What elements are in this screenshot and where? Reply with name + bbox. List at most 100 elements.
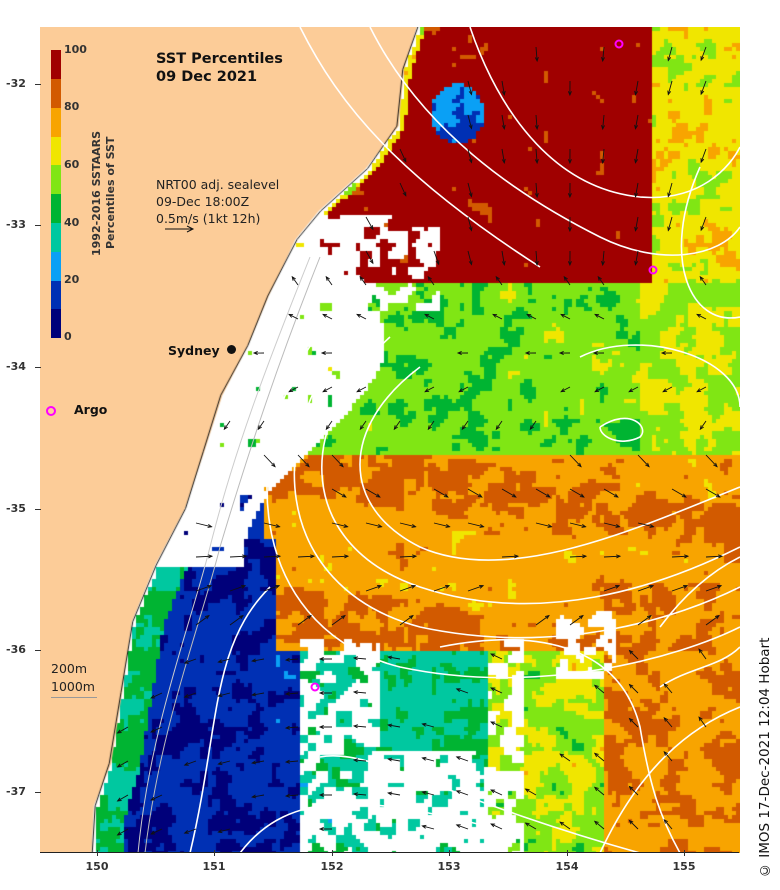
current-arrow: [286, 794, 299, 797]
current-arrow-head: [634, 192, 639, 198]
current-arrow-head: [567, 261, 572, 267]
current-arrow-head: [387, 655, 393, 660]
current-arrow-head: [613, 493, 619, 498]
current-arrow: [229, 585, 246, 592]
current-arrow-head: [628, 785, 634, 791]
current-arrow: [529, 420, 537, 430]
current-arrow: [117, 794, 129, 802]
current-arrow-head: [663, 716, 669, 722]
current-arrow-head: [713, 462, 718, 468]
current-arrow-head: [593, 752, 599, 758]
current-arrow-head: [251, 794, 257, 799]
current-arrow: [594, 386, 605, 393]
current-arrow-head: [468, 260, 473, 266]
current-arrow-head: [341, 493, 347, 498]
title-date: 09 Dec 2021: [156, 69, 258, 85]
sealevel-contour: [469, 27, 740, 199]
current-arrow-head: [578, 614, 584, 620]
current-arrow-head: [601, 158, 605, 165]
current-arrow-head: [628, 649, 634, 655]
current-arrow-head: [377, 584, 383, 589]
current-arrow: [635, 182, 639, 197]
argo-float-icon: [310, 682, 320, 692]
sealevel-contour: [680, 166, 740, 319]
current-arrow: [569, 522, 586, 528]
current-arrow: [667, 216, 673, 231]
current-arrow: [559, 821, 571, 830]
current-arrow: [365, 216, 374, 230]
current-arrow: [671, 585, 688, 592]
current-arrow-head: [667, 226, 672, 232]
current-arrow: [223, 420, 231, 430]
current-arrow-head: [421, 756, 427, 761]
current-arrow: [331, 555, 349, 558]
current-arrow: [594, 786, 605, 796]
current-arrow-head: [696, 388, 702, 393]
current-arrow: [354, 657, 367, 660]
current-arrow: [461, 420, 469, 430]
current-arrow: [535, 250, 538, 265]
current-arrow-head: [288, 388, 294, 393]
current-arrow-head: [352, 656, 358, 661]
current-arrow: [257, 420, 265, 430]
current-arrow-head: [352, 724, 358, 729]
current-arrow-head: [257, 425, 262, 431]
current-arrow: [535, 615, 550, 626]
current-arrow-head: [592, 351, 598, 356]
current-arrow-head: [579, 493, 585, 498]
current-arrow: [559, 753, 571, 762]
colorbar-segment: [51, 194, 61, 223]
current-arrow-head: [455, 756, 461, 760]
current-arrow: [399, 182, 407, 196]
current-arrow-head: [251, 658, 257, 663]
current-arrow-head: [501, 158, 506, 164]
current-arrow: [637, 454, 650, 467]
current-arrow: [297, 555, 315, 558]
current-arrow: [535, 182, 538, 197]
current-arrow-head: [344, 554, 350, 559]
current-arrow: [184, 828, 197, 834]
current-arrow-head: [284, 691, 290, 696]
current-arrow: [671, 488, 687, 498]
current-arrow: [637, 615, 652, 626]
current-arrow: [699, 420, 707, 430]
current-arrow-head: [534, 193, 539, 199]
current-arrow: [597, 276, 605, 286]
current-arrow-head: [183, 660, 189, 664]
current-arrow: [629, 820, 639, 830]
current-arrow: [218, 692, 231, 697]
current-arrow-head: [468, 90, 473, 96]
current-arrow-head: [288, 313, 294, 318]
current-arrow: [663, 717, 673, 728]
colorbar-label: 60: [64, 158, 80, 171]
current-arrow: [263, 454, 276, 467]
current-arrow: [467, 522, 484, 528]
current-arrow-head: [318, 657, 324, 661]
sealevel-contour: [659, 646, 740, 688]
current-arrow: [662, 386, 673, 393]
colorbar-segment: [51, 107, 61, 137]
current-arrow-head: [683, 584, 689, 589]
current-arrow: [325, 420, 333, 430]
current-arrow: [422, 757, 435, 762]
map-overlay: [116, 27, 740, 853]
current-arrow-head: [615, 524, 621, 528]
current-arrow-head: [252, 351, 258, 356]
current-arrow-head: [359, 275, 364, 281]
current-arrow-head: [320, 351, 326, 356]
current-arrow: [635, 114, 639, 129]
current-arrow-head: [501, 260, 506, 266]
current-arrow: [501, 250, 505, 265]
current-arrow-head: [534, 159, 539, 165]
current-arrow: [195, 522, 212, 528]
current-arrow: [456, 790, 469, 796]
current-arrow: [667, 182, 673, 197]
current-arrow-head: [284, 657, 290, 662]
current-arrow: [356, 386, 367, 393]
current-arrow: [663, 751, 673, 762]
current-arrow-head: [582, 554, 588, 559]
current-arrow-head: [698, 716, 703, 722]
current-arrow-head: [276, 554, 282, 559]
current-arrow-head: [524, 822, 530, 827]
current-arrow: [602, 250, 605, 265]
